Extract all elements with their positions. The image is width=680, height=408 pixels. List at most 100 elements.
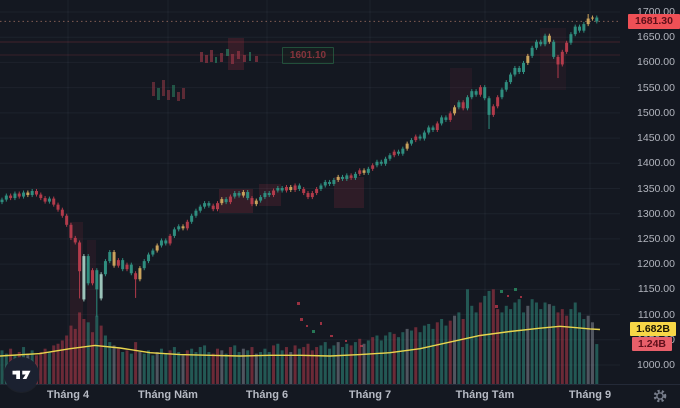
price-tick-label: 1500.00 bbox=[637, 106, 675, 119]
volume-bar bbox=[142, 353, 146, 385]
candle-body bbox=[470, 91, 474, 98]
candle-body bbox=[39, 194, 43, 199]
candle-body bbox=[60, 209, 64, 216]
volume-bar bbox=[78, 312, 82, 385]
candle-body bbox=[543, 35, 547, 45]
volume-bar bbox=[315, 347, 319, 385]
volume-bar bbox=[177, 352, 181, 385]
candle-body bbox=[82, 256, 86, 300]
ghost-speck bbox=[177, 92, 180, 101]
price-tick-label: 1100.00 bbox=[637, 308, 675, 321]
volume-bar bbox=[590, 322, 594, 385]
candle-body bbox=[116, 260, 120, 266]
candle-body bbox=[392, 151, 396, 156]
ghost-band bbox=[334, 177, 364, 208]
candle-body bbox=[155, 245, 159, 251]
volume-bar bbox=[306, 343, 310, 385]
candle-body bbox=[310, 193, 314, 198]
ghost-speck bbox=[182, 88, 185, 99]
candle-body bbox=[534, 41, 538, 48]
volume-bar bbox=[82, 319, 86, 385]
volume-bar bbox=[168, 350, 172, 385]
volume-bar bbox=[172, 347, 176, 385]
volume-bar bbox=[375, 335, 379, 385]
volume-bar bbox=[0, 350, 4, 385]
volume-bar bbox=[237, 352, 241, 385]
volume-bar bbox=[233, 345, 237, 385]
volume-bar bbox=[500, 312, 504, 385]
candle-body bbox=[280, 187, 284, 191]
candle-body bbox=[233, 193, 237, 197]
ghost-band bbox=[450, 68, 472, 130]
volume-bar bbox=[358, 338, 362, 385]
volume-bar bbox=[60, 340, 64, 385]
month-label: Tháng Tám bbox=[455, 389, 515, 401]
ghost-speck bbox=[297, 302, 300, 305]
candle-body bbox=[86, 256, 90, 284]
volume-bar bbox=[284, 347, 288, 385]
volume-bar bbox=[250, 347, 254, 385]
candle-body bbox=[366, 168, 370, 173]
volume-bar bbox=[134, 342, 138, 385]
candle-body bbox=[129, 264, 133, 274]
volume-bar bbox=[496, 309, 500, 385]
candle-body bbox=[440, 117, 444, 124]
volume-bar bbox=[280, 350, 284, 385]
volume-bar bbox=[560, 309, 564, 385]
ghost-price-label: 1601.10 bbox=[282, 47, 334, 64]
volume-bar bbox=[556, 312, 560, 385]
volume-bar bbox=[573, 302, 577, 385]
ghost-speck bbox=[157, 88, 160, 100]
candle-body bbox=[13, 193, 17, 199]
volume-bar bbox=[95, 315, 99, 385]
volume-bar bbox=[371, 337, 375, 385]
candle-body bbox=[336, 176, 340, 180]
candle-body bbox=[496, 97, 500, 107]
volume-bar bbox=[349, 345, 353, 385]
volume-bar bbox=[435, 322, 439, 385]
ghost-speck bbox=[226, 49, 229, 56]
price-tick-label: 1250.00 bbox=[637, 232, 675, 245]
candle-body bbox=[103, 261, 107, 275]
ghost-speck bbox=[306, 325, 308, 327]
volume-bar bbox=[194, 352, 198, 385]
volume-bar bbox=[297, 348, 301, 385]
candle-body bbox=[207, 203, 211, 206]
volume-bar bbox=[190, 348, 194, 385]
volume-bar bbox=[422, 325, 426, 385]
candle-body bbox=[194, 210, 198, 216]
time-axis[interactable]: Tháng 4 Tháng Năm Tháng 6 Tháng 7 Tháng Tám T… bbox=[0, 384, 680, 408]
volume-bar bbox=[547, 304, 551, 385]
volume-bar bbox=[211, 353, 215, 385]
candle-body bbox=[151, 250, 155, 255]
volume-bar bbox=[86, 322, 90, 385]
candle-body bbox=[284, 186, 288, 191]
volume-bar bbox=[99, 325, 103, 385]
candle-body bbox=[47, 198, 51, 202]
volume-bar bbox=[565, 315, 569, 385]
volume-bar bbox=[246, 350, 250, 385]
volume-bar bbox=[384, 335, 388, 385]
gear-icon[interactable] bbox=[652, 388, 668, 404]
price-axis[interactable]: 1700.00 1650.00 1600.00 1550.00 1500.00 1450.… bbox=[620, 0, 680, 385]
ghost-speck bbox=[249, 52, 251, 61]
ghost-speck bbox=[360, 345, 363, 347]
ghost-speck bbox=[514, 288, 517, 291]
volume-bar bbox=[125, 350, 129, 385]
volume-bar bbox=[276, 343, 280, 385]
candle-body bbox=[289, 186, 293, 191]
volume-bar bbox=[39, 352, 43, 385]
volume-bar bbox=[56, 343, 60, 385]
volume-bar bbox=[392, 333, 396, 385]
candle-body bbox=[91, 270, 95, 284]
ghost-speck bbox=[255, 56, 258, 62]
candle-body bbox=[147, 254, 151, 262]
candle-body bbox=[328, 181, 332, 184]
tradingview-logo[interactable] bbox=[4, 357, 39, 392]
candle-body bbox=[121, 260, 125, 270]
volume-bar bbox=[43, 348, 47, 385]
volume-badge: 1.24B bbox=[632, 337, 672, 352]
candle-body bbox=[65, 215, 69, 225]
